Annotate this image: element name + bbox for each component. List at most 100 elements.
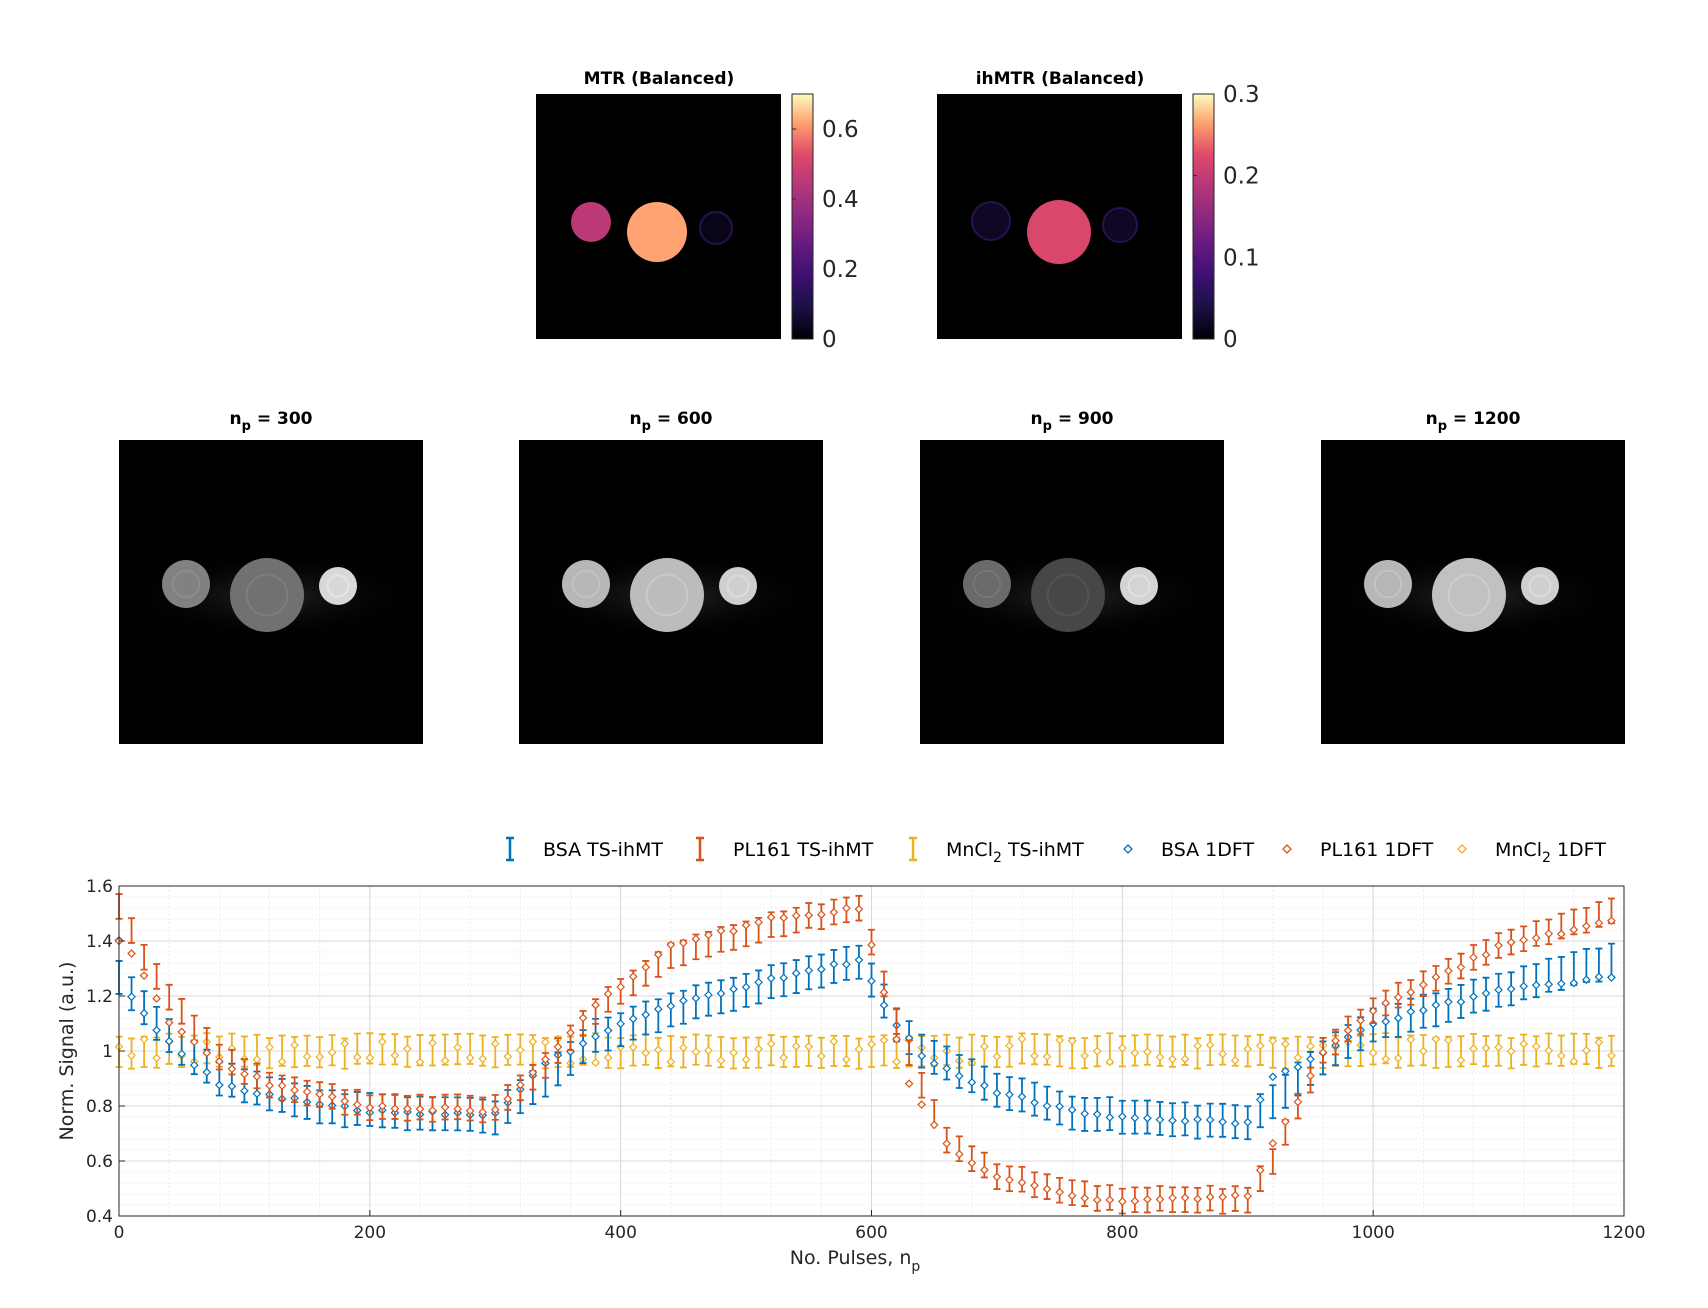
marker-point [779, 913, 789, 923]
marker-point [1218, 1049, 1228, 1059]
frame-phantom [162, 560, 210, 608]
marker-point [679, 938, 688, 948]
marker-point [929, 1059, 939, 1068]
frame-title-subscript: p [1438, 419, 1447, 434]
marker-point [403, 1044, 412, 1054]
marker-point [1481, 1043, 1491, 1053]
legend-label: BSA TS-ihMT [543, 839, 663, 861]
marker-point [1494, 1042, 1503, 1052]
marker-point [214, 1056, 224, 1066]
series-pl161-1dft [114, 903, 1616, 1206]
frame-title: np = 900 [1031, 409, 1114, 434]
marker-point [1155, 1115, 1165, 1125]
legend-label-after: TS-ihMT [1002, 839, 1084, 861]
marker-point [1431, 1000, 1441, 1010]
marker-point [704, 990, 713, 1000]
marker-point [453, 1043, 462, 1052]
marker-point [704, 930, 713, 940]
marker-point [365, 1053, 375, 1063]
marker-point [1519, 981, 1529, 991]
marker-point [729, 1048, 738, 1058]
marker-point [1582, 975, 1591, 985]
marker-point [929, 1120, 939, 1130]
marker-point [1230, 1119, 1240, 1128]
marker-point [252, 1089, 262, 1099]
marker-point [1193, 1194, 1202, 1204]
frame-phantom [963, 560, 1011, 608]
frame-phantom-ring [726, 574, 750, 598]
marker-point [1130, 1113, 1140, 1123]
y-tick-label: 1.6 [86, 877, 113, 897]
frame-title-n: n [630, 409, 642, 429]
marker-point [566, 1028, 575, 1038]
marker-point [1092, 1109, 1102, 1119]
marker-point [214, 1080, 224, 1090]
legend-label: PL161 1DFT [1320, 839, 1434, 861]
frame-phantom [1364, 560, 1412, 608]
frame-title-value: = 900 [1052, 409, 1114, 429]
errorbar [893, 1008, 901, 1035]
errorbar [855, 1037, 863, 1070]
x-tick-label: 600 [855, 1223, 887, 1243]
marker-point [1030, 1051, 1039, 1061]
colorbar-tick-label: 0.2 [1223, 164, 1260, 190]
errorbar [993, 1035, 1001, 1069]
legend-label-text: BSA TS-ihMT [543, 839, 663, 861]
colorbar-tick-label: 0.4 [822, 187, 859, 213]
frame-title: np = 300 [230, 409, 313, 434]
marker-point [378, 1037, 387, 1047]
marker-point [1569, 925, 1579, 935]
errorbar [1607, 1034, 1615, 1067]
marker-point [515, 1045, 525, 1055]
marker-point [1080, 1051, 1090, 1061]
marker-point [1431, 972, 1441, 982]
marker-point [766, 912, 776, 922]
legend-entry: PL161 TS-ihMT [696, 836, 874, 862]
errorbar [316, 1036, 324, 1069]
frame-phantom-ring [1373, 569, 1403, 599]
marker-point [1268, 1036, 1278, 1046]
errorbar [1269, 1084, 1277, 1120]
marker-point [1494, 985, 1503, 995]
marker-point [879, 1000, 889, 1010]
marker-point [252, 1072, 262, 1081]
marker-point [1444, 1035, 1453, 1045]
marker-point [1506, 938, 1516, 947]
legend-label-text: PL161 TS-ihMT [733, 839, 874, 861]
marker-point [1105, 1057, 1115, 1067]
marker-point [1469, 953, 1478, 962]
colorbar-tick-label: 0 [822, 327, 837, 353]
legend-label-after: 1DFT [1551, 839, 1606, 861]
marker-point [992, 1052, 1002, 1061]
marker-point [691, 1047, 701, 1057]
marker-point [1281, 1066, 1290, 1076]
frame-phantom [1031, 558, 1105, 632]
marker-point [954, 1071, 964, 1081]
frame-phantom [1521, 567, 1559, 605]
colorbar-tick-label: 0.6 [822, 117, 859, 143]
marker-point [1431, 1034, 1441, 1044]
marker-point [641, 1048, 651, 1058]
legend-entry: PL161 1DFT [1282, 839, 1434, 861]
marker-point [1205, 1115, 1215, 1125]
frame-phantom-ring [972, 569, 1002, 599]
marker-point [779, 1053, 789, 1062]
marker-point [1456, 962, 1466, 972]
marker-point [1469, 1044, 1478, 1054]
marker-point [842, 1055, 851, 1064]
marker-point [1067, 1105, 1077, 1115]
errorbar [178, 998, 186, 1025]
x-axis-label-sub: p [911, 1259, 920, 1275]
errorbar [1532, 963, 1540, 999]
legend-label-text: MnCl [946, 839, 993, 861]
marker-point [189, 1037, 199, 1047]
frame-phantom-ring [171, 569, 201, 599]
errorbar [679, 1036, 687, 1069]
marker-point [1042, 1052, 1052, 1061]
marker-point [679, 996, 688, 1005]
marker-point [691, 993, 701, 1003]
marker-point [816, 965, 826, 974]
marker-point [352, 1052, 362, 1062]
ihmtr-phantom-mncl2 [1102, 207, 1138, 243]
marker-point [139, 1008, 149, 1018]
